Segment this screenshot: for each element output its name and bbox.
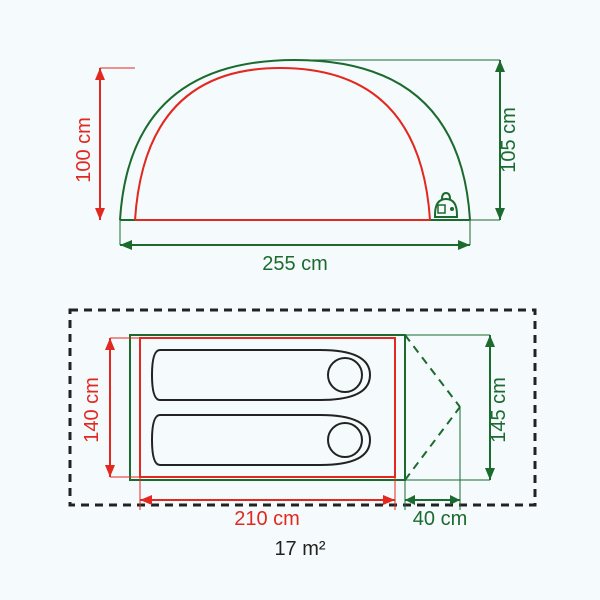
dim-inner-height: 100 cm <box>73 68 135 220</box>
dim-outer-height: 105 cm <box>295 60 520 220</box>
tent-diagram: 100 cm 105 cm 255 cm <box>0 0 600 600</box>
side-view: 100 cm 105 cm 255 cm <box>73 60 520 275</box>
dim-width: 255 cm <box>120 220 470 275</box>
inner-height-label: 100 cm <box>73 117 95 183</box>
inner-width-label: 140 cm <box>81 377 103 443</box>
sleeping-bags <box>152 350 370 465</box>
backpack-icon <box>435 193 457 217</box>
footprint-area-label: 17 m² <box>274 538 325 560</box>
dim-inner-width: 140 cm <box>81 338 140 477</box>
top-view: 140 cm 145 cm 210 cm 40 cm 17 <box>70 310 535 560</box>
outer-height-label: 105 cm <box>498 107 520 173</box>
outer-width-label: 145 cm <box>488 377 510 443</box>
inner-length-label: 210 cm <box>234 508 300 530</box>
vestibule-length-label: 40 cm <box>413 508 467 530</box>
dim-lengths: 210 cm 40 cm <box>140 407 467 530</box>
width-label: 255 cm <box>262 253 328 275</box>
dim-outer-width: 145 cm <box>485 335 510 480</box>
